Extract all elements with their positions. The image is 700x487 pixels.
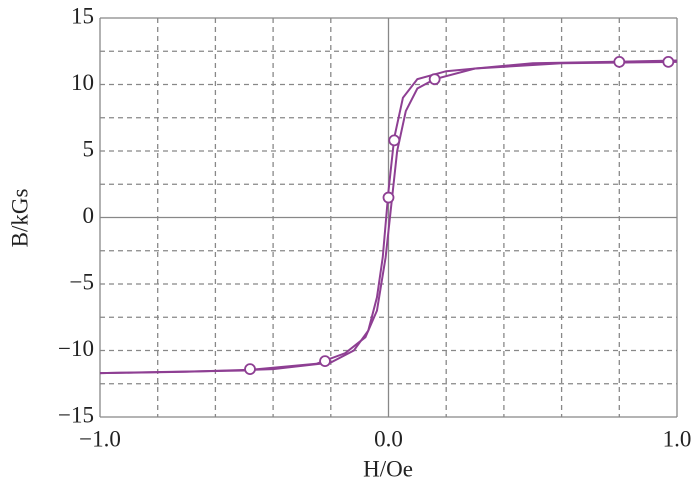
x-tick-label: −1.0 bbox=[79, 426, 121, 451]
marker bbox=[428, 73, 441, 86]
marker bbox=[319, 355, 331, 368]
x-tick-label: 1.0 bbox=[663, 426, 692, 451]
y-axis-label: B/kGs bbox=[7, 189, 32, 248]
y-tick-label: 10 bbox=[71, 70, 94, 95]
marker bbox=[613, 55, 626, 68]
marker bbox=[244, 363, 256, 376]
y-tick-label: 15 bbox=[71, 3, 94, 28]
y-tick-label: −5 bbox=[70, 269, 94, 294]
marker bbox=[662, 55, 675, 68]
y-tick-label: 0 bbox=[83, 203, 95, 228]
y-tick-label: −10 bbox=[58, 336, 94, 361]
x-axis-label: H/Oe bbox=[363, 456, 413, 481]
y-tick-label: −15 bbox=[58, 402, 94, 427]
marker bbox=[382, 191, 395, 204]
y-tick-label: 5 bbox=[83, 136, 95, 161]
marker bbox=[388, 134, 401, 147]
x-tick-label: 0.0 bbox=[374, 426, 403, 451]
